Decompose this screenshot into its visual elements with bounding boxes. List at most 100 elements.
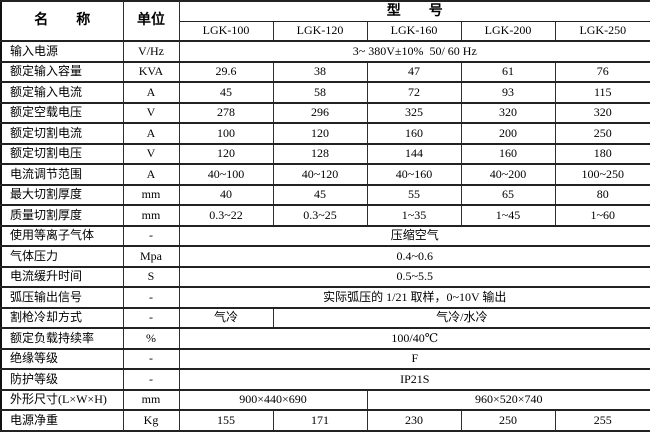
value-cell: 180 xyxy=(554,142,650,166)
spec-row-rated-input-current: 额定输入电流 A 45 58 72 93 115 xyxy=(0,81,650,104)
value-cell: 320 xyxy=(460,101,556,125)
value-cell: 0.3~22 xyxy=(178,204,274,227)
value-cell: 47 xyxy=(366,60,462,84)
spec-row-rated-noload-voltage: 额定空载电压 V 278 296 325 320 320 xyxy=(0,101,650,125)
value-cell: 100 xyxy=(178,122,274,145)
row-unit: mm xyxy=(122,183,180,207)
header-model-cell: 型 号 xyxy=(178,0,650,22)
value-cell: 100/40℃ xyxy=(178,327,650,350)
header-row-model-title: 名 称 单位 型 号 xyxy=(0,0,650,42)
value-cell: 55 xyxy=(366,183,462,207)
spec-row-rated-input-capacity: 额定输入容量 KVA 29.6 38 47 61 76 xyxy=(0,60,650,84)
row-unit: Kg xyxy=(122,409,180,432)
spec-row-duty-cycle: 额定负载持续率 % 100/40℃ xyxy=(0,327,650,350)
value-cell: 250 xyxy=(554,122,650,145)
row-label: 防护等级 xyxy=(0,368,124,391)
row-unit: A xyxy=(122,122,180,145)
row-unit: - xyxy=(122,368,180,391)
value-cell: 61 xyxy=(460,60,556,84)
row-unit: mm xyxy=(122,204,180,227)
row-unit: Mpa xyxy=(122,245,180,268)
spec-row-arc-voltage-output: 弧压输出信号 - 实际弧压的 1/21 取样，0~10V 输出 xyxy=(0,286,650,309)
value-cell: 45 xyxy=(178,81,274,104)
value-cell: F xyxy=(178,347,650,371)
row-label: 使用等离子气体 xyxy=(0,224,124,248)
value-cell: 40~100 xyxy=(178,163,274,186)
spec-row-gas-pressure: 气体压力 Mpa 0.4~0.6 xyxy=(0,245,650,268)
value-cell: 38 xyxy=(272,60,368,84)
value-cell: 250 xyxy=(460,409,556,432)
value-cell: 29.6 xyxy=(178,60,274,84)
value-cell: 960×520×740 xyxy=(366,388,650,412)
row-label: 割枪冷却方式 xyxy=(0,306,124,330)
spec-row-protection-class: 防护等级 - IP21S xyxy=(0,368,650,391)
value-cell: 200 xyxy=(460,122,556,145)
value-cell: 40~120 xyxy=(272,163,368,186)
value-cell: 230 xyxy=(366,409,462,432)
spec-row-dimensions: 外形尺寸(L×W×H) mm 900×440×690 960×520×740 xyxy=(0,388,650,412)
row-unit: KVA xyxy=(122,60,180,84)
value-cell: 72 xyxy=(366,81,462,104)
value-cell: 气冷 xyxy=(178,306,274,330)
row-label: 额定切割电压 xyxy=(0,142,124,166)
value-cell: 120 xyxy=(178,142,274,166)
row-label: 电源净重 xyxy=(0,409,124,432)
value-cell: 160 xyxy=(366,122,462,145)
row-unit: V xyxy=(122,101,180,125)
header-name-cell: 名 称 xyxy=(0,0,124,42)
row-unit: - xyxy=(122,286,180,309)
spec-row-current-adjust-range: 电流调节范围 A 40~100 40~120 40~160 40~200 100… xyxy=(0,163,650,186)
row-label: 绝缘等级 xyxy=(0,347,124,371)
value-cell: 实际弧压的 1/21 取样，0~10V 输出 xyxy=(178,286,650,309)
model-column-header: LGK-200 xyxy=(460,20,556,42)
value-cell: 255 xyxy=(554,409,650,432)
row-label: 电流缓升时间 xyxy=(0,265,124,289)
spec-row-plasma-gas: 使用等离子气体 - 压缩空气 xyxy=(0,224,650,248)
header-unit-cell: 单位 xyxy=(122,0,180,42)
value-cell: 80 xyxy=(554,183,650,207)
row-unit: % xyxy=(122,327,180,350)
value-cell: 3~ 380V±10% 50/ 60 Hz xyxy=(178,40,650,63)
row-label: 输入电源 xyxy=(0,40,124,63)
row-unit: V xyxy=(122,142,180,166)
row-label: 弧压输出信号 xyxy=(0,286,124,309)
value-cell: 120 xyxy=(272,122,368,145)
row-unit: - xyxy=(122,224,180,248)
row-label: 额定空载电压 xyxy=(0,101,124,125)
row-unit: S xyxy=(122,265,180,289)
spec-row-max-cutting-thickness: 最大切割厚度 mm 40 45 55 65 80 xyxy=(0,183,650,207)
value-cell: IP21S xyxy=(178,368,650,391)
header-row-model-names: LGK-100 LGK-120 LGK-160 LGK-200 LGK-250 xyxy=(1,20,650,42)
row-unit: V/Hz xyxy=(122,40,180,63)
spec-row-rated-cutting-current: 额定切割电流 A 100 120 160 200 250 xyxy=(0,122,650,145)
row-label: 额定切割电流 xyxy=(0,122,124,145)
value-cell: 40 xyxy=(178,183,274,207)
spec-row-input-power: 输入电源 V/Hz 3~ 380V±10% 50/ 60 Hz xyxy=(0,40,650,63)
model-column-header: LGK-120 xyxy=(272,20,368,42)
value-cell: 115 xyxy=(554,81,650,104)
value-cell: 320 xyxy=(554,101,650,125)
value-cell: 45 xyxy=(272,183,368,207)
model-column-header: LGK-250 xyxy=(554,20,650,42)
row-label: 额定输入电流 xyxy=(0,81,124,104)
value-cell: 160 xyxy=(460,142,556,166)
value-cell: 1~60 xyxy=(554,204,650,227)
row-unit: - xyxy=(122,306,180,330)
value-cell: 0.4~0.6 xyxy=(178,245,650,268)
row-label: 气体压力 xyxy=(0,245,124,268)
spec-row-quality-cutting-thickness: 质量切割厚度 mm 0.3~22 0.3~25 1~35 1~45 1~60 xyxy=(0,204,650,227)
spec-row-rated-cutting-voltage: 额定切割电压 V 120 128 144 160 180 xyxy=(0,142,650,166)
value-cell: 278 xyxy=(178,101,274,125)
model-column-header: LGK-160 xyxy=(366,20,462,42)
value-cell: 58 xyxy=(272,81,368,104)
row-unit: - xyxy=(122,347,180,371)
spec-row-current-ramp-time: 电流缓升时间 S 0.5~5.5 xyxy=(0,265,650,289)
spec-row-net-weight: 电源净重 Kg 155 171 230 250 255 xyxy=(0,409,650,432)
spec-row-insulation-class: 绝缘等级 - F xyxy=(0,347,650,371)
value-cell: 100~250 xyxy=(554,163,650,186)
row-unit: mm xyxy=(122,388,180,412)
row-label: 质量切割厚度 xyxy=(0,204,124,227)
row-label: 外形尺寸(L×W×H) xyxy=(0,388,124,412)
value-cell: 压缩空气 xyxy=(178,224,650,248)
